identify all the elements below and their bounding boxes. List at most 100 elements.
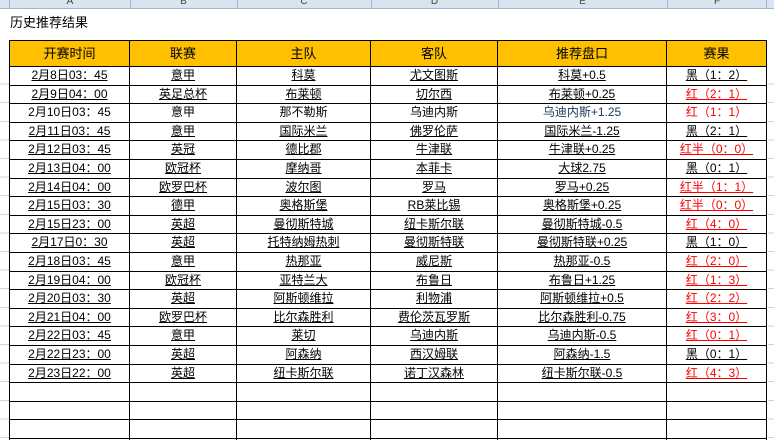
- cell-home-team[interactable]: 阿森纳: [237, 345, 371, 365]
- cell-home-team[interactable]: 波尔图: [237, 178, 371, 198]
- cell-away-team[interactable]: 利物浦: [371, 290, 498, 309]
- header-league[interactable]: 联赛: [130, 41, 237, 67]
- cell-away-team[interactable]: 乌迪内斯: [371, 104, 498, 123]
- cell-away-team[interactable]: RB莱比锡: [371, 197, 498, 216]
- cell-home-team[interactable]: 托特纳姆热刺: [237, 234, 371, 253]
- cell-home-team[interactable]: 摩纳哥: [237, 159, 371, 179]
- cell-result[interactable]: 黑（0：1）: [667, 345, 767, 365]
- cell-result[interactable]: 红（1：3）: [667, 271, 767, 291]
- cell-away-team[interactable]: 佛罗伦萨: [371, 122, 498, 142]
- cell-league[interactable]: [130, 438, 237, 440]
- page-title[interactable]: 历史推荐结果: [10, 15, 89, 30]
- cell-away-team[interactable]: 西汉姆联: [371, 345, 498, 365]
- cell-handicap[interactable]: 比尔森胜利-0.75: [498, 308, 667, 328]
- cell-result[interactable]: 黑（1：2）: [667, 67, 767, 86]
- cell-start-time[interactable]: 2月19日04：00: [10, 271, 130, 291]
- cell-away-team[interactable]: 本菲卡: [371, 159, 498, 179]
- cell-home-team[interactable]: 布莱顿: [237, 85, 371, 105]
- cell-league[interactable]: [130, 420, 237, 439]
- cell-league[interactable]: 德甲: [130, 197, 237, 216]
- cell-start-time[interactable]: 2月12日03：45: [10, 141, 130, 160]
- cell-league[interactable]: 英超: [130, 290, 237, 309]
- cell-start-time[interactable]: [10, 383, 130, 402]
- cell-handicap[interactable]: 罗马+0.25: [498, 178, 667, 198]
- cell-result[interactable]: [667, 438, 767, 440]
- cell-home-team[interactable]: 曼彻斯特城: [237, 215, 371, 235]
- cell-handicap[interactable]: 乌迪内斯+1.25: [498, 104, 667, 123]
- cell-away-team[interactable]: 费伦茨瓦罗斯: [371, 308, 498, 328]
- cell-home-team[interactable]: 国际米兰: [237, 122, 371, 142]
- header-handicap[interactable]: 推荐盘口: [498, 41, 667, 67]
- cell-result[interactable]: 黑（0：1）: [667, 159, 767, 179]
- cell-start-time[interactable]: 2月22日23：00: [10, 345, 130, 365]
- header-home-team[interactable]: 主队: [237, 41, 371, 67]
- cell-away-team[interactable]: [371, 438, 498, 440]
- cell-start-time[interactable]: 2月10日03：45: [10, 104, 130, 123]
- cell-handicap[interactable]: 布莱顿+0.25: [498, 85, 667, 105]
- cell-handicap[interactable]: 阿森纳-1.5: [498, 345, 667, 365]
- cell-home-team[interactable]: 比尔森胜利: [237, 308, 371, 328]
- cell-result[interactable]: 红（0：1）: [667, 327, 767, 346]
- cell-away-team[interactable]: [371, 401, 498, 421]
- cell-start-time[interactable]: [10, 420, 130, 439]
- cell-league[interactable]: 意甲: [130, 252, 237, 272]
- cell-home-team[interactable]: 德比郡: [237, 141, 371, 160]
- cell-league[interactable]: 意甲: [130, 104, 237, 123]
- cell-handicap[interactable]: 阿斯顿维拉+0.5: [498, 290, 667, 309]
- cell-away-team[interactable]: 布鲁日: [371, 271, 498, 291]
- cell-home-team[interactable]: 热那亚: [237, 252, 371, 272]
- cell-league[interactable]: 欧冠杯: [130, 271, 237, 291]
- cell-handicap[interactable]: 奥格斯堡+0.25: [498, 197, 667, 216]
- cell-start-time[interactable]: 2月13日04：00: [10, 159, 130, 179]
- cell-result[interactable]: 红（2：1）: [667, 85, 767, 105]
- cell-handicap[interactable]: [498, 420, 667, 439]
- header-away-team[interactable]: 客队: [371, 41, 498, 67]
- cell-result[interactable]: 黑（2：1）: [667, 122, 767, 142]
- cell-start-time[interactable]: [10, 401, 130, 421]
- cell-handicap[interactable]: [498, 383, 667, 402]
- cell-home-team[interactable]: 亚特兰大: [237, 271, 371, 291]
- cell-start-time[interactable]: 2月8日03：45: [10, 67, 130, 86]
- cell-away-team[interactable]: 纽卡斯尔联: [371, 215, 498, 235]
- cell-result[interactable]: 红（4：0）: [667, 215, 767, 235]
- cell-start-time[interactable]: 2月14日04：00: [10, 178, 130, 198]
- cell-league[interactable]: [130, 401, 237, 421]
- cell-handicap[interactable]: 曼彻斯特城-0.5: [498, 215, 667, 235]
- cell-start-time[interactable]: 2月17日0：30: [10, 234, 130, 253]
- cell-home-team[interactable]: [237, 401, 371, 421]
- cell-home-team[interactable]: 那不勒斯: [237, 104, 371, 123]
- cell-league[interactable]: 欧罗巴杯: [130, 308, 237, 328]
- cell-league[interactable]: 英超: [130, 364, 237, 384]
- cell-home-team[interactable]: 科莫: [237, 67, 371, 86]
- cell-league[interactable]: 英超: [130, 215, 237, 235]
- cell-league[interactable]: 英冠: [130, 141, 237, 160]
- cell-start-time[interactable]: 2月23日22：00: [10, 364, 130, 384]
- cell-result[interactable]: 红（4：3）: [667, 364, 767, 384]
- cell-home-team[interactable]: [237, 383, 371, 402]
- cell-away-team[interactable]: [371, 420, 498, 439]
- cell-league[interactable]: 英超: [130, 345, 237, 365]
- cell-handicap[interactable]: 乌迪内斯-0.5: [498, 327, 667, 346]
- header-start-time[interactable]: 开赛时间: [10, 41, 130, 67]
- cell-away-team[interactable]: 罗马: [371, 178, 498, 198]
- cell-league[interactable]: 意甲: [130, 67, 237, 86]
- cell-away-team[interactable]: 牛津联: [371, 141, 498, 160]
- cell-result[interactable]: 红（1：1）: [667, 104, 767, 123]
- cell-handicap[interactable]: [498, 401, 667, 421]
- cell-handicap[interactable]: 热那亚-0.5: [498, 252, 667, 272]
- cell-league[interactable]: 意甲: [130, 327, 237, 346]
- cell-handicap[interactable]: 科莫+0.5: [498, 67, 667, 86]
- cell-home-team[interactable]: 纽卡斯尔联: [237, 364, 371, 384]
- cell-start-time[interactable]: 2月15日23：00: [10, 215, 130, 235]
- cell-start-time[interactable]: 2月9日04：00: [10, 85, 130, 105]
- cell-start-time[interactable]: 2月15日03：30: [10, 197, 130, 216]
- cell-handicap[interactable]: 曼彻斯特联+0.25: [498, 234, 667, 253]
- cell-start-time[interactable]: 2月11日03：45: [10, 122, 130, 142]
- cell-home-team[interactable]: 莱切: [237, 327, 371, 346]
- cell-result[interactable]: 红（2：0）: [667, 252, 767, 272]
- cell-handicap[interactable]: [498, 438, 667, 440]
- cell-start-time[interactable]: 2月18日03：45: [10, 252, 130, 272]
- cell-result[interactable]: 红半（0：0）: [667, 141, 767, 160]
- column-letter[interactable]: D: [430, 0, 439, 7]
- cell-result[interactable]: [667, 383, 767, 402]
